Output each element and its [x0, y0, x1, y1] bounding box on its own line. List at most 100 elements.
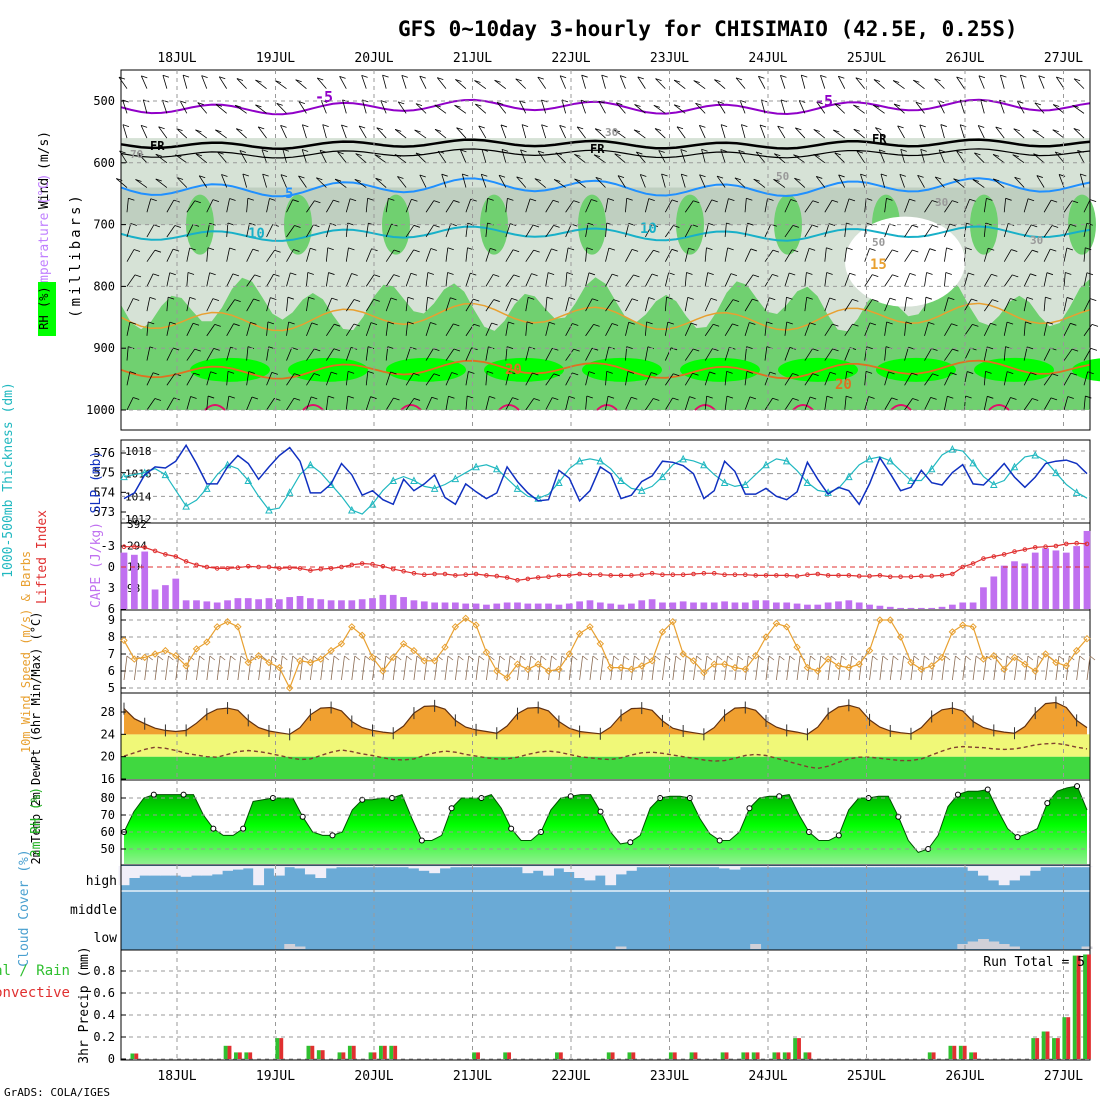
wind-barb-flag [354, 179, 361, 182]
wind-barb-flag [293, 397, 301, 401]
wind-barb [325, 223, 331, 238]
lifted-index-tick-label: 6 [108, 602, 115, 616]
wind-barb-flag [274, 80, 282, 83]
wind-barb-flag [574, 178, 581, 182]
wind-barb [1036, 175, 1045, 188]
precip-total-bar [741, 1052, 746, 1059]
wind-barb-flag [772, 397, 779, 401]
high-cloud-bar [211, 866, 223, 875]
wind-barb-flag [128, 346, 135, 349]
wind-barb-flag [375, 177, 382, 181]
cape-bar [804, 604, 811, 609]
wind-barb-flag [298, 101, 306, 104]
wind-barb-flag [500, 124, 508, 128]
wind-barb-flag [234, 299, 241, 303]
wind-barb-flag [971, 298, 978, 302]
contour-label: 70 [130, 148, 143, 161]
wind-barb [764, 398, 773, 411]
cape-bar [120, 552, 128, 609]
wind-barb [1033, 153, 1045, 164]
wind-barb-flag [374, 154, 381, 158]
wind-speed-point [430, 657, 439, 665]
wind-barb-flag [670, 347, 678, 351]
wind-barb-flag [319, 149, 327, 153]
thickness-tick-label: 574 [93, 485, 115, 499]
wind-barb-flag [251, 396, 259, 400]
wind-barb-flag [190, 396, 197, 399]
wind-barb-flag [658, 150, 665, 153]
wind-barb [246, 322, 251, 336]
wind-barb [605, 396, 609, 411]
upper-air-tick-label: 500 [93, 94, 115, 108]
wind-barb-10m [475, 655, 480, 681]
wind-barb [1043, 347, 1051, 361]
wind-barb-flag [287, 296, 294, 300]
wind-barb [385, 274, 395, 287]
wind-barb-flag [122, 124, 130, 128]
precip-total-bar [244, 1052, 249, 1059]
wind-barb-flag [1010, 397, 1017, 400]
wind-barb [892, 80, 905, 89]
wind-barb-flag [965, 395, 972, 399]
wind-barb-10m-flag [634, 655, 640, 661]
wind-barb-10m [123, 655, 128, 681]
wind-barb-10m [724, 655, 728, 681]
wind-barb [236, 78, 247, 89]
wind-barb-flag [148, 321, 155, 325]
wind-barb [804, 224, 813, 238]
wind-barb-flag [453, 348, 461, 352]
wind-barb [465, 347, 473, 361]
wind-speed-point [472, 621, 480, 629]
wind-barb [135, 179, 148, 188]
cape-bar [379, 594, 387, 609]
wind-speed-point [990, 651, 998, 660]
wind-barb [654, 128, 666, 139]
wind10m-tick-label: 8 [108, 630, 115, 644]
wind-barb-flag [667, 321, 674, 325]
wind-barb-10m-flag [251, 655, 257, 661]
thickness-point [285, 488, 294, 496]
li-point [401, 568, 406, 574]
wind-barb-flag [1051, 199, 1058, 203]
day-label-top: 18JUL [157, 51, 196, 66]
wind-barb-flag [866, 346, 873, 350]
isotherm-25-blip [694, 404, 716, 411]
wind-barb-flag [648, 297, 655, 300]
li-point [836, 573, 841, 578]
wind-barb-flag [419, 75, 426, 79]
wind-barb [525, 372, 533, 386]
wind-barb-10m-flag [261, 655, 267, 661]
wind-barb-flag [255, 104, 262, 108]
wind-barb [158, 126, 168, 139]
wind-barb-flag [407, 321, 414, 325]
wind-barb-flag [555, 152, 562, 156]
wind-barb-flag [872, 299, 879, 302]
wind-barb-flag [398, 101, 405, 105]
wind-barb-flag [370, 322, 378, 326]
wind-barb-flag [236, 128, 243, 132]
wind-barb-flag [559, 75, 567, 79]
wind-speed-point [855, 660, 863, 668]
wind-barb-flag [789, 272, 796, 276]
wind-barb-flag [280, 125, 287, 128]
wind-barb-10m [289, 655, 294, 681]
wind-speed-point [710, 660, 718, 668]
wind-barb-flag [752, 274, 760, 278]
wind-barb-flag [359, 125, 366, 129]
wind-barb [465, 272, 471, 287]
thickness-point [451, 474, 460, 483]
wind-barb [744, 371, 748, 386]
isotherm-5 [120, 177, 1091, 198]
wind-barb-flag [620, 75, 627, 79]
wind-speed-point [617, 663, 625, 672]
wind-barb-flag [661, 173, 668, 177]
wind-barb [884, 346, 887, 361]
wind-barb [266, 249, 275, 262]
day-label-top: 19JUL [256, 51, 295, 66]
cape-bar [607, 603, 615, 609]
li-point [204, 564, 210, 570]
cloud-level-low: low [94, 931, 118, 946]
wind-barb [880, 173, 886, 188]
wind-speed-point [917, 665, 926, 674]
wind-barb [864, 274, 873, 287]
